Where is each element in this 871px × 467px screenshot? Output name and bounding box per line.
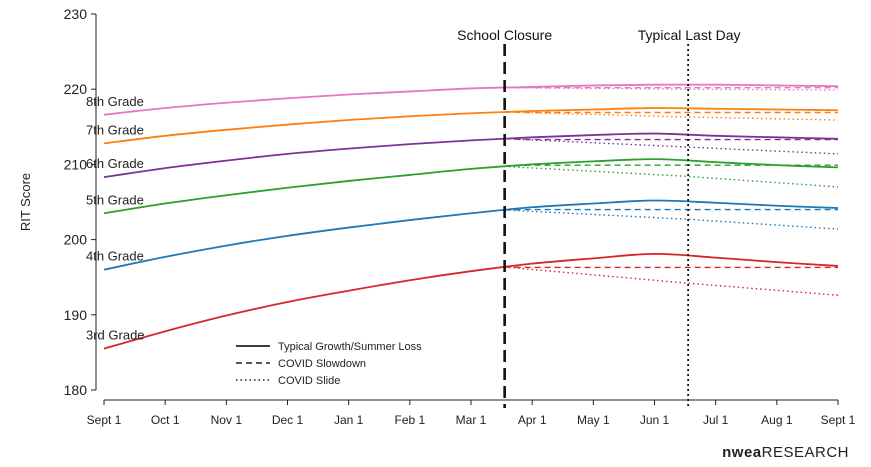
y-tick-label: 220	[64, 81, 88, 97]
legend: Typical Growth/Summer Loss COVID Slowdown…	[236, 341, 422, 387]
x-tick-label: May 1	[577, 413, 610, 427]
5th-grade-typical-line	[103, 158, 839, 215]
typical-last-day-label: Typical Last Day	[638, 27, 741, 43]
legend-label-2: COVID Slowdown	[278, 358, 366, 370]
axes: 180 190 200 210 220 230 Sept 1 Oct 1 Nov 1 Dec 1 J…	[18, 6, 856, 427]
x-tick-label: Sept 1	[87, 413, 122, 427]
x-tick-label: Dec 1	[272, 413, 304, 427]
rit-score-chart: 180 190 200 210 220 230 Sept 1 Oct 1 Nov 1 Dec 1 J…	[18, 6, 856, 427]
8th-grade-label: 8th Grade	[86, 94, 144, 109]
3rd-grade-label: 3rd Grade	[86, 328, 145, 343]
legend-label-3: COVID Slide	[278, 375, 340, 387]
x-tick-label: Nov 1	[211, 413, 243, 427]
3rd-grade-slide-line	[504, 266, 839, 296]
5th-grade-label: 5th Grade	[86, 192, 144, 207]
6th-grade-slide-line	[504, 137, 839, 155]
y-tick-label: 180	[64, 382, 88, 398]
7th-grade-typical-line	[103, 107, 839, 145]
4th-grade-slide-line	[504, 209, 839, 230]
grade-labels: 3rd Grade 4th Grade 5th Grade 6th Grade 7th …	[86, 94, 145, 343]
x-tick-label: Apr 1	[518, 413, 547, 427]
x-tick-label: Sept 1	[821, 413, 856, 427]
brand-rest: RESEARCH	[761, 444, 849, 461]
7th-grade-label: 7th Grade	[86, 122, 144, 137]
x-tick-label: Jun 1	[640, 413, 670, 427]
4th-grade-label: 4th Grade	[86, 249, 144, 264]
x-tick-label: Jul 1	[703, 413, 729, 427]
x-tick-label: Oct 1	[151, 413, 180, 427]
y-tick-label: 200	[64, 232, 88, 248]
y-tick-label: 190	[64, 307, 88, 323]
8th-grade-typical-line	[103, 83, 839, 116]
school-closure-label: School Closure	[457, 27, 552, 43]
7th-grade-slide-line	[504, 111, 839, 121]
annotations: School Closure Typical Last Day	[457, 27, 741, 408]
6th-grade-typical-line	[103, 132, 839, 179]
6th-grade-label: 6th Grade	[86, 156, 144, 171]
4th-grade-typical-line	[103, 199, 839, 271]
x-tick-label: Jan 1	[334, 413, 364, 427]
3rd-grade-typical-line	[103, 252, 839, 350]
y-tick-label: 230	[64, 6, 88, 22]
6th-grade-slowdown-line	[504, 137, 838, 141]
brand-bold: nwea	[722, 444, 762, 461]
nwea-research-logo: nweaRESEARCH	[722, 444, 849, 461]
y-axis-title: RIT Score	[18, 173, 33, 231]
x-tick-label: Feb 1	[394, 413, 425, 427]
5th-grade-slide-line	[504, 165, 839, 188]
5th-grade-slowdown-line	[504, 164, 838, 168]
x-tick-label: Mar 1	[456, 413, 487, 427]
y-tick-label: 210	[64, 156, 88, 172]
x-tick-label: Aug 1	[761, 413, 793, 427]
series-lines	[103, 83, 839, 350]
legend-label-1: Typical Growth/Summer Loss	[278, 341, 422, 353]
